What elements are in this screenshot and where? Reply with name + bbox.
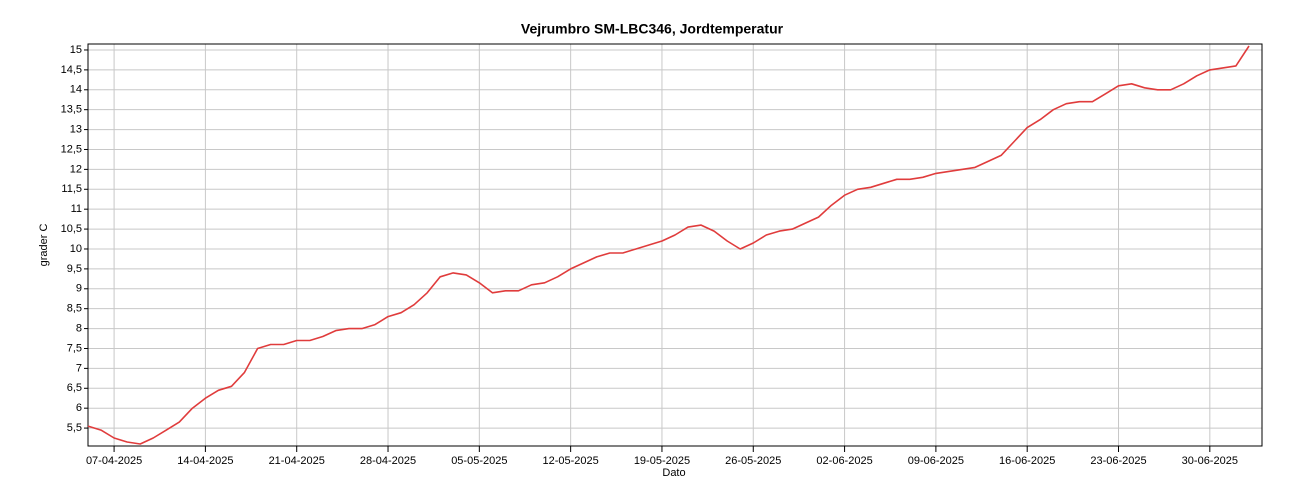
x-tick-label: 02-06-2025	[816, 455, 872, 467]
x-tick-label: 23-06-2025	[1090, 455, 1146, 467]
y-tick-label: 9,5	[67, 263, 82, 275]
y-tick-label: 14	[70, 84, 82, 96]
x-tick-label: 09-06-2025	[908, 455, 964, 467]
chart-title: Vejrumbro SM-LBC346, Jordtemperatur	[521, 21, 784, 37]
y-tick-label: 7,5	[67, 342, 82, 354]
y-tick-label: 5,5	[67, 422, 82, 434]
x-tick-label: 21-04-2025	[269, 455, 325, 467]
y-tick-label: 11,5	[61, 183, 82, 195]
x-tick-label: 12-05-2025	[543, 455, 599, 467]
data-line	[87, 45, 1250, 445]
x-tick-label: 26-05-2025	[725, 455, 781, 467]
y-tick-label: 9	[76, 283, 82, 295]
plot-frame	[87, 43, 1263, 447]
y-tick-label: 6,5	[67, 382, 82, 394]
y-tick-label: 15	[70, 44, 82, 56]
y-tick-label: 11	[71, 203, 82, 215]
y-tick-label: 8	[76, 322, 82, 334]
x-tick-label: 05-05-2025	[451, 455, 507, 467]
plot-area	[88, 44, 1262, 446]
y-tick-label: 7	[76, 362, 82, 374]
x-axis-label: Dato	[662, 467, 685, 479]
y-tick-label: 14,5	[61, 64, 82, 76]
x-tick-label: 30-06-2025	[1182, 455, 1238, 467]
x-tick-label: 14-04-2025	[177, 455, 233, 467]
x-tick-label: 16-06-2025	[999, 455, 1055, 467]
y-tick-label: 10,5	[61, 223, 82, 235]
y-tick-label: 6	[76, 402, 82, 414]
y-tick-label: 10	[70, 243, 82, 255]
x-tick-label: 07-04-2025	[86, 455, 142, 467]
y-tick-label: 12,5	[61, 143, 82, 155]
x-tick-label: 19-05-2025	[634, 455, 690, 467]
y-tick-label: 12	[70, 163, 82, 175]
y-tick-label: 13	[70, 123, 82, 135]
y-axis-label: grader C	[38, 224, 50, 267]
x-tick-label: 28-04-2025	[360, 455, 416, 467]
y-tick-label: 8,5	[67, 303, 82, 315]
y-tick-label: 13,5	[61, 104, 82, 116]
